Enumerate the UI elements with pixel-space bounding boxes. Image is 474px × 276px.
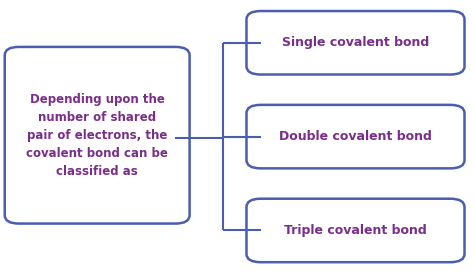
- FancyBboxPatch shape: [246, 11, 465, 75]
- FancyBboxPatch shape: [246, 199, 465, 262]
- Text: Double covalent bond: Double covalent bond: [279, 130, 432, 143]
- Text: Depending upon the
number of shared
pair of electrons, the
covalent bond can be
: Depending upon the number of shared pair…: [26, 93, 168, 178]
- Text: Triple covalent bond: Triple covalent bond: [284, 224, 427, 237]
- FancyBboxPatch shape: [246, 105, 465, 168]
- Text: Single covalent bond: Single covalent bond: [282, 36, 429, 49]
- FancyBboxPatch shape: [5, 47, 190, 224]
